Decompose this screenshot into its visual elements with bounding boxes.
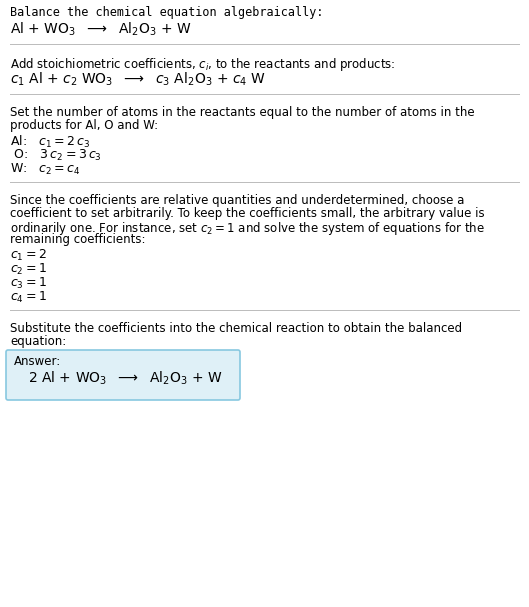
Text: $c_1 = 2$: $c_1 = 2$ — [10, 248, 47, 263]
FancyBboxPatch shape — [6, 350, 240, 400]
Text: ordinarily one. For instance, set $c_2 = 1$ and solve the system of equations fo: ordinarily one. For instance, set $c_2 =… — [10, 220, 485, 237]
Text: $c_1$ Al + $c_2$ WO$_3$  $\longrightarrow$  $c_3$ Al$_2$O$_3$ + $c_4$ W: $c_1$ Al + $c_2$ WO$_3$ $\longrightarrow… — [10, 71, 266, 89]
Text: W:   $c_2 = c_4$: W: $c_2 = c_4$ — [10, 162, 80, 177]
Text: Set the number of atoms in the reactants equal to the number of atoms in the: Set the number of atoms in the reactants… — [10, 106, 475, 119]
Text: $c_2 = 1$: $c_2 = 1$ — [10, 262, 47, 277]
Text: Answer:: Answer: — [14, 355, 61, 368]
Text: Substitute the coefficients into the chemical reaction to obtain the balanced: Substitute the coefficients into the che… — [10, 322, 462, 335]
Text: coefficient to set arbitrarily. To keep the coefficients small, the arbitrary va: coefficient to set arbitrarily. To keep … — [10, 207, 485, 220]
Text: $c_3 = 1$: $c_3 = 1$ — [10, 276, 47, 291]
Text: Al + WO$_3$  $\longrightarrow$  Al$_2$O$_3$ + W: Al + WO$_3$ $\longrightarrow$ Al$_2$O$_3… — [10, 21, 191, 38]
Text: $c_4 = 1$: $c_4 = 1$ — [10, 290, 47, 305]
Text: Al:   $c_1 = 2\,c_3$: Al: $c_1 = 2\,c_3$ — [10, 134, 90, 150]
Text: equation:: equation: — [10, 335, 66, 348]
Text: 2 Al + WO$_3$  $\longrightarrow$  Al$_2$O$_3$ + W: 2 Al + WO$_3$ $\longrightarrow$ Al$_2$O$… — [28, 370, 223, 387]
Text: products for Al, O and W:: products for Al, O and W: — [10, 119, 158, 132]
Text: remaining coefficients:: remaining coefficients: — [10, 233, 145, 246]
Text: O:   $3\,c_2 = 3\,c_3$: O: $3\,c_2 = 3\,c_3$ — [10, 148, 102, 163]
Text: Since the coefficients are relative quantities and underdetermined, choose a: Since the coefficients are relative quan… — [10, 194, 464, 207]
Text: Balance the chemical equation algebraically:: Balance the chemical equation algebraica… — [10, 6, 324, 19]
Text: Add stoichiometric coefficients, $c_i$, to the reactants and products:: Add stoichiometric coefficients, $c_i$, … — [10, 56, 395, 73]
